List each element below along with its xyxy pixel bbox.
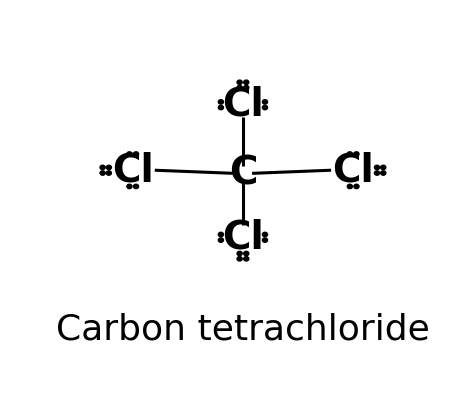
Circle shape	[219, 105, 223, 110]
Circle shape	[354, 152, 359, 156]
Circle shape	[374, 171, 380, 175]
Circle shape	[374, 165, 380, 170]
Circle shape	[219, 100, 223, 104]
Circle shape	[219, 238, 223, 242]
Circle shape	[244, 257, 249, 261]
Circle shape	[263, 232, 267, 237]
Circle shape	[244, 251, 249, 256]
Circle shape	[219, 232, 223, 237]
Text: Carbon tetrachloride: Carbon tetrachloride	[56, 312, 430, 346]
Circle shape	[244, 85, 249, 90]
Circle shape	[347, 152, 352, 156]
Circle shape	[100, 171, 105, 175]
Circle shape	[100, 165, 105, 170]
Circle shape	[237, 85, 242, 90]
Circle shape	[237, 257, 242, 261]
Text: Cl: Cl	[332, 151, 374, 189]
Circle shape	[127, 152, 132, 156]
Text: C: C	[228, 154, 257, 192]
Circle shape	[106, 171, 111, 175]
Circle shape	[237, 251, 242, 256]
Circle shape	[381, 171, 386, 175]
Circle shape	[106, 165, 111, 170]
Text: Cl: Cl	[222, 86, 264, 124]
Text: Cl: Cl	[112, 151, 154, 189]
Circle shape	[263, 100, 267, 104]
Circle shape	[244, 80, 249, 85]
Circle shape	[134, 152, 138, 156]
Circle shape	[134, 184, 138, 189]
Circle shape	[263, 105, 267, 110]
Circle shape	[381, 165, 386, 170]
Circle shape	[263, 238, 267, 242]
Circle shape	[237, 80, 242, 85]
Circle shape	[354, 184, 359, 189]
Text: Cl: Cl	[222, 218, 264, 256]
Circle shape	[347, 184, 352, 189]
Circle shape	[127, 184, 132, 189]
